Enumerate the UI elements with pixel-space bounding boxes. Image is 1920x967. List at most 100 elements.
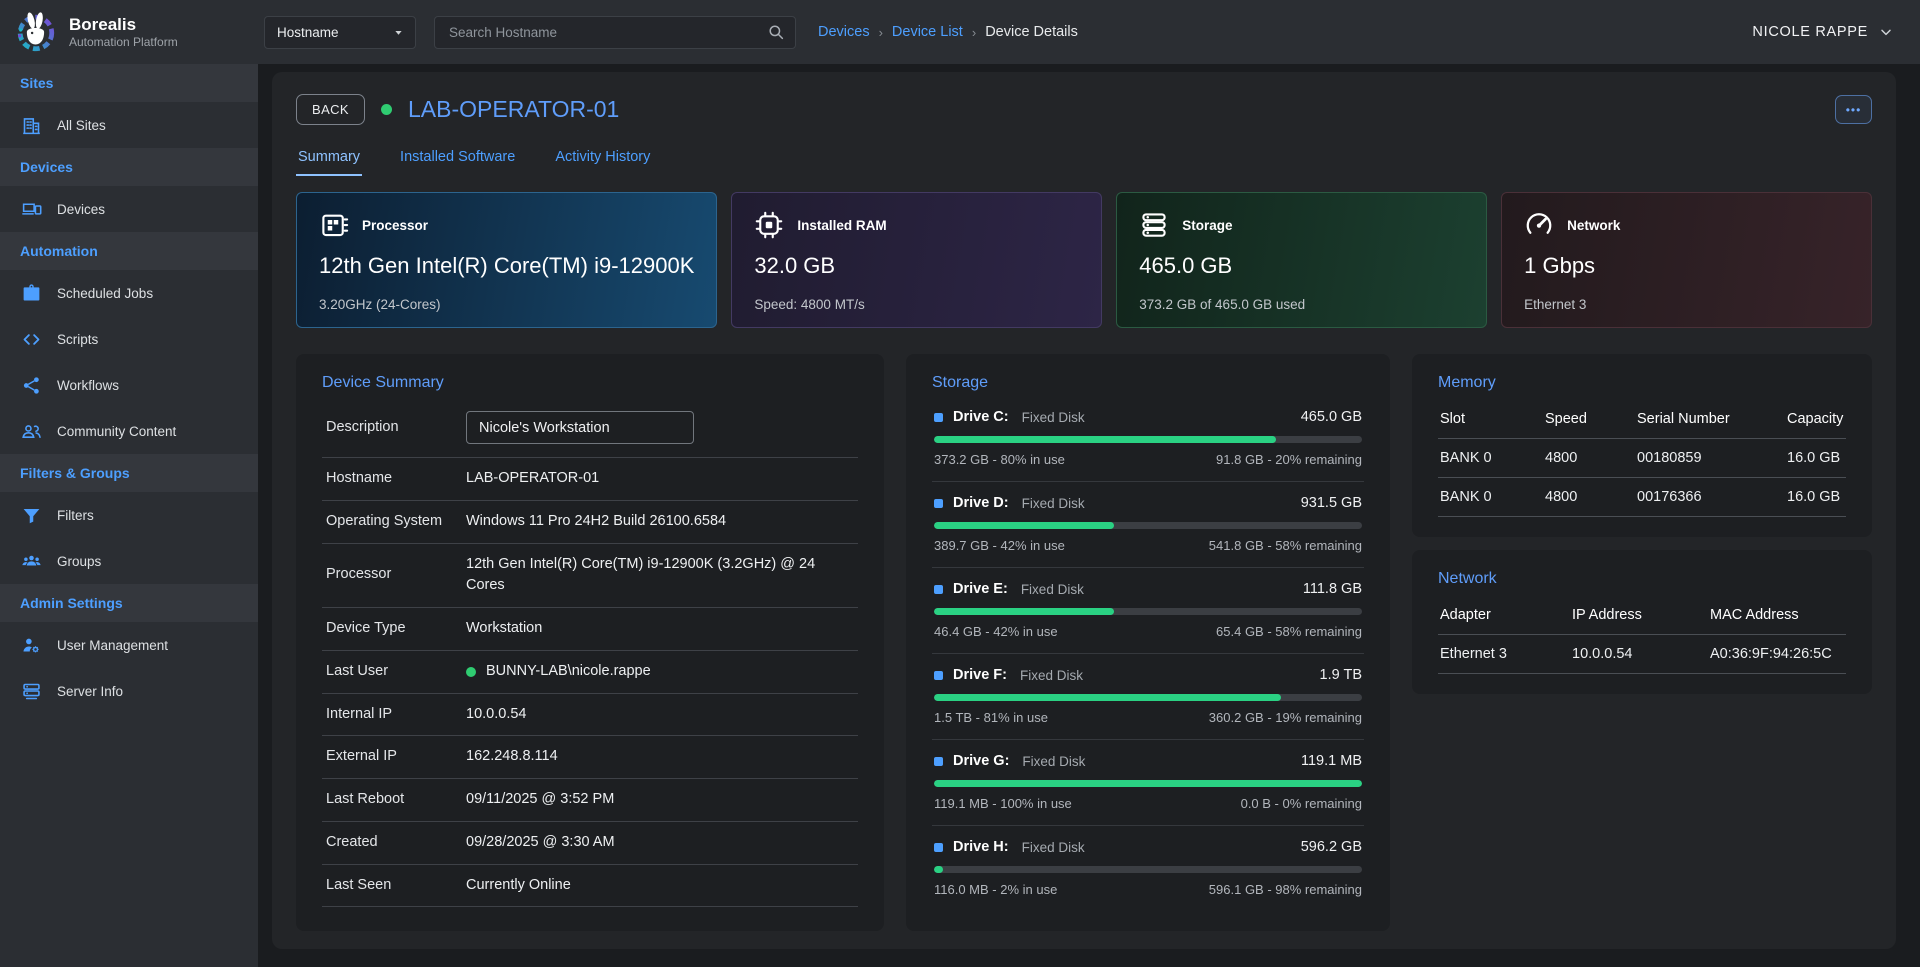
sidebar-section-header[interactable]: Devices [0,148,258,186]
sidebar-item-user-management[interactable]: User Management [0,622,258,668]
sidebar-section-header[interactable]: Sites [0,64,258,102]
drive-free-text: 91.8 GB - 20% remaining [1216,452,1362,467]
drive-total-size: 931.5 GB [1300,495,1362,511]
stat-card-storage: Storage 465.0 GB 373.2 GB of 465.0 GB us… [1116,192,1488,328]
sidebar-item-label: Filters [57,507,94,523]
sidebar-item-server-info[interactable]: Server Info [0,668,258,714]
sidebar-item-scheduled-jobs[interactable]: Scheduled Jobs [0,270,258,316]
online-status-dot [381,104,393,115]
filter-icon [20,504,42,526]
drive-usage-bar-fill [934,866,943,873]
sidebar-item-filters[interactable]: Filters [0,492,258,538]
hostname-filter-select[interactable]: Hostname [264,15,416,49]
user-gear-icon [20,634,42,656]
stat-card-header: Storage [1139,210,1464,240]
drive-name: Drive D: [953,495,1009,511]
drive-total-size: 465.0 GB [1300,409,1362,425]
drive-usage-text: 116.0 MB - 2% in use 596.1 GB - 98% rema… [934,882,1362,897]
gauge-icon [1524,210,1554,240]
sidebar-section-sites: Sites All Sites [0,64,258,148]
stat-cards-row: Processor 12th Gen Intel(R) Core(TM) i9-… [296,192,1872,328]
drive-usage-bar [934,436,1362,443]
summary-row-value: 162.248.8.114 [466,746,558,768]
search-box[interactable] [434,15,796,49]
drive-used-text: 389.7 GB - 42% in use [934,538,1065,553]
summary-row-value: Workstation [466,618,542,640]
sidebar-item-label: User Management [57,637,169,653]
sidebar-section-header[interactable]: Admin Settings [0,584,258,622]
memory-title: Memory [1438,374,1496,391]
drive-usage-bar [934,522,1362,529]
stat-card-header: Processor [319,210,694,240]
search-input[interactable] [447,23,767,41]
stat-card-footer: 373.2 GB of 465.0 GB used [1139,297,1306,312]
sidebar-section-label: Filters & Groups [20,465,130,481]
brand[interactable]: Borealis Automation Platform [0,0,258,64]
sidebar-section-header[interactable]: Filters & Groups [0,454,258,492]
breadcrumb-device-list[interactable]: Device List [891,24,963,40]
sidebar-section-header[interactable]: Automation [0,232,258,270]
description-input[interactable] [466,411,694,444]
table-header-row: Slot Speed Serial Number Capacity [1438,400,1846,439]
storage-stack-icon [1139,210,1169,240]
workflow-icon [20,374,42,396]
more-actions-button[interactable]: ••• [1835,95,1872,124]
sidebar-section-items: User Management Server Info [0,622,258,714]
user-name: NICOLE RAPPE [1752,24,1868,40]
sidebar-item-all-sites[interactable]: All Sites [0,102,258,148]
tab-installed-software[interactable]: Installed Software [400,149,516,165]
column-header-mac-address: MAC Address [1710,607,1799,623]
drive-name: Drive E: [953,581,1008,597]
sidebar-section-filters-groups: Filters & Groups Filters Groups [0,454,258,584]
device-summary-panel: Device Summary Description Hostname LAB-… [296,354,884,931]
table-cell: 4800 [1545,450,1578,466]
drive-header: Drive H: Fixed Disk 596.2 GB [934,839,1362,855]
building-icon [20,114,42,136]
search-icon[interactable] [767,23,785,41]
user-menu[interactable]: NICOLE RAPPE [1752,24,1894,40]
sidebar-item-groups[interactable]: Groups [0,538,258,584]
summary-row-label: Internal IP [326,705,393,722]
drive-free-text: 596.1 GB - 98% remaining [1208,882,1362,897]
summary-row-last-user: Last User BUNNY-LAB\nicole.rappe [322,651,858,694]
breadcrumb-devices[interactable]: Devices [818,24,870,40]
summary-row-value: 09/11/2025 @ 3:52 PM [466,789,614,811]
summary-row-label: Last Reboot [326,791,405,808]
summary-row-label: Device Type [326,620,406,637]
stat-card-label: Installed RAM [797,217,887,233]
sidebar-item-devices[interactable]: Devices [0,186,258,232]
summary-row-label: Last User [326,662,389,679]
drive-bullet-icon [934,670,943,680]
sidebar-item-scripts[interactable]: Scripts [0,316,258,362]
summary-row-label: Processor [326,566,392,583]
table-cell: 16.0 GB [1787,489,1841,505]
stat-card-value: 32.0 GB [754,253,836,278]
table-cell: 16.0 GB [1787,450,1841,466]
drive-row-drive-f: Drive F: Fixed Disk 1.9 TB 1.5 TB - 81% … [932,654,1364,740]
summary-row-value-text: LAB-OPERATOR-01 [466,470,600,486]
sidebar-item-label: Scripts [57,331,99,347]
drive-header: Drive G: Fixed Disk 119.1 MB [934,753,1362,769]
main-area: BACK LAB-OPERATOR-01 ••• Summary Installe… [258,64,1920,967]
sidebar-section-automation: Automation Scheduled Jobs Scripts Workfl… [0,232,258,454]
sidebar-item-workflows[interactable]: Workflows [0,362,258,408]
drive-row-drive-h: Drive H: Fixed Disk 596.2 GB 116.0 MB - … [932,826,1364,911]
column-header-speed: Speed [1545,411,1587,427]
sidebar-item-label: Scheduled Jobs [57,285,154,301]
drive-used-text: 119.1 MB - 100% in use [934,796,1072,811]
chevron-up-icon [226,75,242,91]
sidebar-item-community-content[interactable]: Community Content [0,408,258,454]
tab-activity-history[interactable]: Activity History [555,149,651,165]
sidebar-item-label: Server Info [57,683,124,699]
stat-card-value: 12th Gen Intel(R) Core(TM) i9-12900K [319,253,695,278]
drive-usage-text: 389.7 GB - 42% in use 541.8 GB - 58% rem… [934,538,1362,553]
drive-usage-text: 46.4 GB - 42% in use 65.4 GB - 58% remai… [934,624,1362,639]
network-title: Network [1438,570,1497,587]
back-button[interactable]: BACK [296,94,366,125]
tab-summary[interactable]: Summary [296,141,363,176]
stat-card-installed-ram: Installed RAM 32.0 GB Speed: 4800 MT/s [731,192,1103,328]
people-icon [20,420,42,442]
drive-free-text: 541.8 GB - 58% remaining [1208,538,1362,553]
stat-card-header: Network [1524,210,1849,240]
